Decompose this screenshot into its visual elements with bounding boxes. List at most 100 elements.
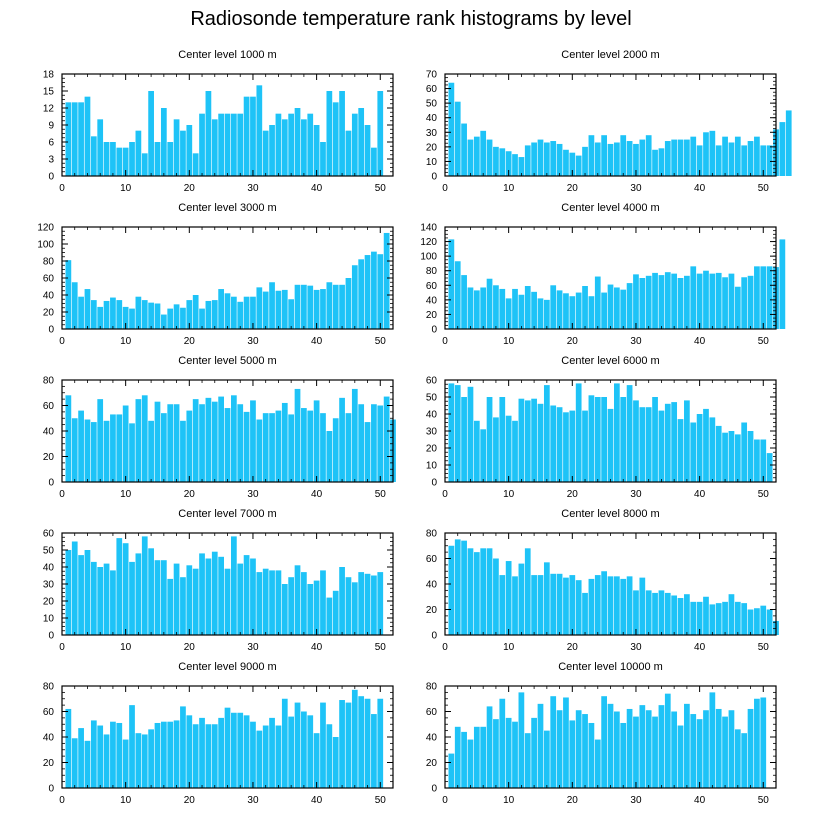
bar [307,285,314,329]
bar [658,410,665,482]
bar [512,721,518,788]
bar [499,575,506,635]
bar [741,277,748,329]
bar [345,130,352,176]
bar [160,314,167,329]
bar [754,136,760,176]
bar [594,397,601,482]
y-tick-label: 60 [426,281,438,292]
bar [211,724,218,788]
bar [620,722,627,788]
y-tick-label: 30 [43,580,55,591]
bar [550,696,557,788]
bar [448,239,455,329]
y-tick-label: 0 [431,325,437,336]
x-tick-label: 40 [311,795,323,806]
bar [728,710,735,788]
x-tick-label: 20 [184,336,196,347]
bar [569,720,576,788]
bar [110,297,116,329]
bar [747,431,754,482]
bar [588,395,595,482]
bar [607,284,614,329]
bar [294,108,301,176]
bar [135,553,142,635]
bar [211,551,218,635]
bar [122,405,129,482]
bar [148,548,154,635]
bar [766,609,773,635]
x-tick-label: 20 [567,795,579,806]
bar [224,568,231,635]
bar [461,540,467,635]
bar [377,254,384,329]
bar [709,130,716,176]
panel-title: Center level 7000 m [178,508,276,520]
x-tick-label: 50 [375,183,387,194]
y-tick-label: 20 [426,758,438,769]
bar [664,141,671,176]
x-tick-label: 10 [120,336,132,347]
bar [262,413,269,482]
bar [301,119,307,176]
bar [582,592,588,635]
bar [518,692,525,789]
bar [256,730,263,789]
bar [122,147,129,176]
bar [237,563,244,635]
bar [652,397,658,482]
x-tick-label: 40 [694,795,706,806]
bar [192,295,199,329]
x-tick-label: 0 [442,183,448,194]
y-tick-label: 60 [43,529,55,540]
x-tick-label: 30 [247,183,259,194]
y-tick-label: 50 [426,393,438,404]
bar [148,302,154,329]
bar [135,733,142,788]
bar [620,397,627,482]
bar [486,397,493,482]
bar [129,561,135,635]
bar [135,130,142,176]
bar [575,710,582,788]
bar [537,703,544,788]
bar [377,405,384,482]
panel-1: Center level 1000 m 0 10 20 30 40 50 0 3 6 9 12 15 18 [43,49,394,194]
bar [288,299,295,329]
bar [199,553,205,635]
bar [473,290,480,329]
x-tick-label: 0 [59,336,65,347]
bar [652,592,658,635]
bar [351,582,358,635]
bar [703,408,709,482]
bar [97,399,104,483]
bar [116,147,123,176]
x-tick-label: 0 [59,642,65,653]
bar [205,300,212,329]
bar [173,563,180,635]
bar [110,721,116,788]
y-tick-label: 120 [37,223,54,234]
bar [493,719,499,788]
bar [84,740,91,788]
bar [180,706,186,788]
y-tick-label: 40 [43,427,55,438]
x-tick-label: 0 [442,489,448,500]
bar [722,716,728,788]
bar [186,125,193,176]
bar [696,145,703,176]
panel-5: Center level 5000 m 0 10 20 30 40 50 0 20 40 60 80 [43,355,396,500]
y-tick-label: 40 [426,113,438,124]
bar [141,395,148,482]
bar [594,276,601,329]
y-tick-label: 40 [426,733,438,744]
bar [294,284,301,329]
x-tick-label: 10 [503,183,515,194]
bar [760,439,767,482]
bar [531,291,537,329]
bar [180,307,186,329]
y-tick-label: 0 [48,784,54,795]
y-tick-label: 50 [426,99,438,110]
bar [754,266,760,329]
